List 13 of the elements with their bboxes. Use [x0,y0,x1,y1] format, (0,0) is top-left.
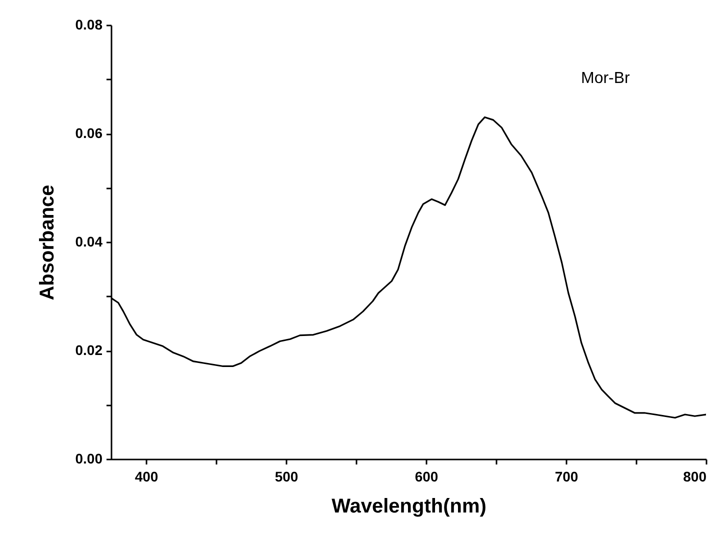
y-axis-title: Absorbance [36,184,58,300]
x-tick-label: 500 [274,468,298,484]
y-tick-label: 0.00 [75,450,103,466]
x-tick-label: 600 [414,468,438,484]
x-tick-label: 400 [134,468,158,484]
y-tick-label: 0.02 [75,342,103,358]
x-axis-title: Wavelength(nm) [332,496,486,518]
text: Mor-Br [581,70,631,87]
y-tick-label: 0.06 [75,125,103,141]
x-tick-label: 800 [683,468,707,484]
x-tick-label: 700 [554,468,578,484]
y-tick-label: 0.08 [75,16,103,32]
y-tick-label: 0.04 [75,234,103,250]
